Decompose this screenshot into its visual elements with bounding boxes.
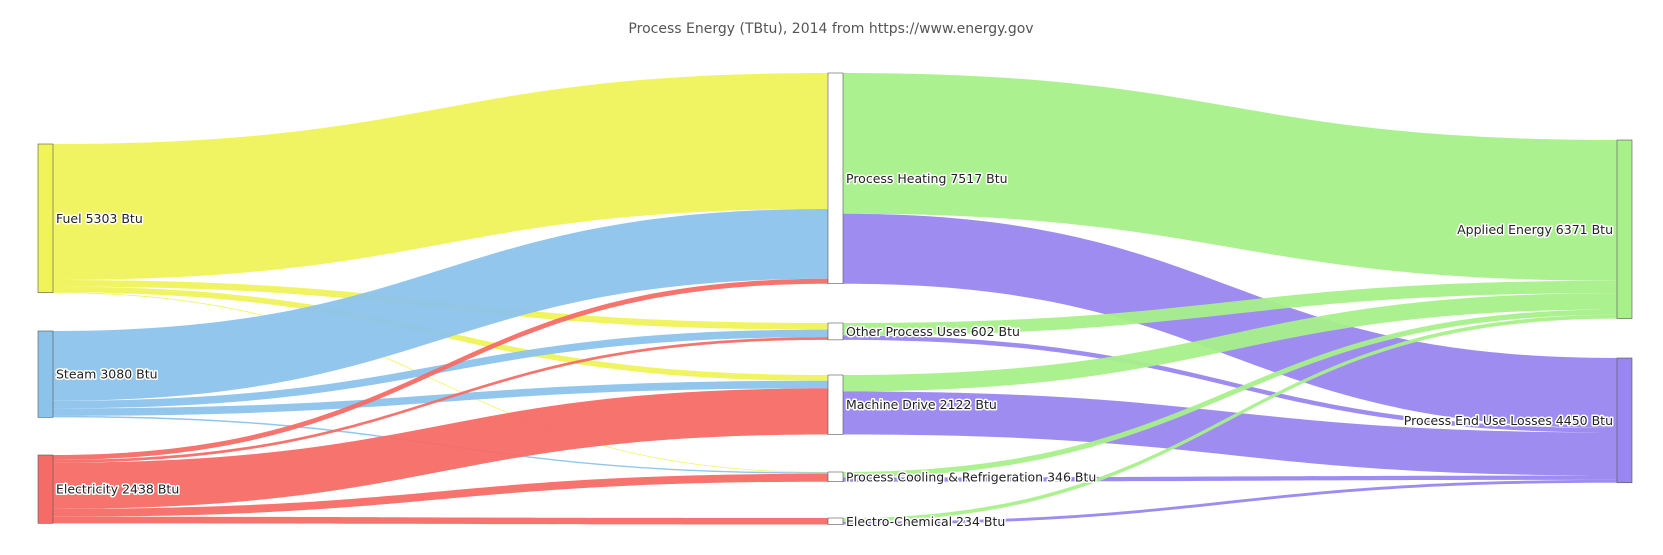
node-label-fuel: Fuel 5303 Btu	[56, 211, 143, 226]
node-losses	[1616, 357, 1633, 484]
node-bar-losses	[1616, 357, 1633, 484]
node-machine	[827, 374, 844, 435]
node-fuel	[37, 143, 54, 293]
link-electricity-to-cooling	[53, 473, 828, 517]
link-steam-to-heating	[53, 208, 828, 401]
node-label-machine: Machine Drive 2122 Btu	[846, 397, 997, 412]
node-bar-applied	[1616, 139, 1633, 319]
link-fuel-to-heating	[53, 73, 828, 280]
node-label-heating: Process Heating 7517 Btu	[846, 171, 1008, 186]
link-electricity-to-machine	[53, 388, 828, 509]
sankey-labels: Fuel 5303 Btu Steam 3080 Btu Electricity 2…	[55, 169, 1615, 530]
link-electricity-to-electrochem	[53, 516, 828, 525]
link-heating-to-applied	[843, 73, 1617, 281]
link-cooling-to-applied	[843, 309, 1617, 478]
link-electrochem-to-losses	[843, 479, 1617, 525]
link-other-to-applied	[843, 280, 1617, 336]
node-bar-electricity	[37, 454, 54, 524]
node-bar-steam	[37, 330, 54, 418]
node-steam	[37, 330, 54, 418]
node-bar-heating	[827, 72, 844, 285]
chart-title: Process Energy (TBtu), 2014 from https:/…	[628, 21, 1033, 37]
link-steam-to-machine	[53, 380, 828, 416]
sankey-nodes	[37, 72, 1633, 525]
node-label-losses: Process End Use Losses 4450 Btu	[1404, 413, 1613, 428]
node-electrochem	[827, 517, 844, 525]
link-electrochem-to-applied	[843, 314, 1617, 522]
node-bar-electrochem	[827, 517, 844, 525]
node-cooling	[827, 471, 844, 482]
node-label-other: Other Process Uses 602 Btu	[846, 324, 1020, 339]
node-applied	[1616, 139, 1633, 319]
node-bar-other	[827, 322, 844, 341]
link-other-to-losses	[843, 335, 1617, 433]
node-bar-fuel	[37, 143, 54, 293]
node-electricity	[37, 454, 54, 524]
node-label-steam: Steam 3080 Btu	[56, 367, 158, 382]
link-cooling-to-losses	[843, 475, 1617, 482]
node-label-electrochem: Electro-Chemical 234 Btu	[846, 514, 1005, 529]
node-label-cooling: Process Cooling & Refrigeration 346 Btu	[846, 469, 1096, 484]
node-label-applied: Applied Energy 6371 Btu	[1457, 222, 1613, 237]
node-other	[827, 322, 844, 341]
link-heating-to-losses	[843, 213, 1617, 428]
link-electricity-to-heating	[53, 278, 828, 460]
link-fuel-to-cooling	[53, 292, 828, 473]
node-bar-cooling	[827, 471, 844, 482]
sankey-links	[53, 73, 1617, 525]
node-heating	[827, 72, 844, 285]
node-label-electricity: Electricity 2438 Btu	[56, 482, 179, 497]
link-machine-to-applied	[843, 293, 1617, 392]
node-bar-machine	[827, 374, 844, 435]
link-machine-to-losses	[843, 391, 1617, 476]
link-electricity-to-other	[53, 337, 828, 463]
